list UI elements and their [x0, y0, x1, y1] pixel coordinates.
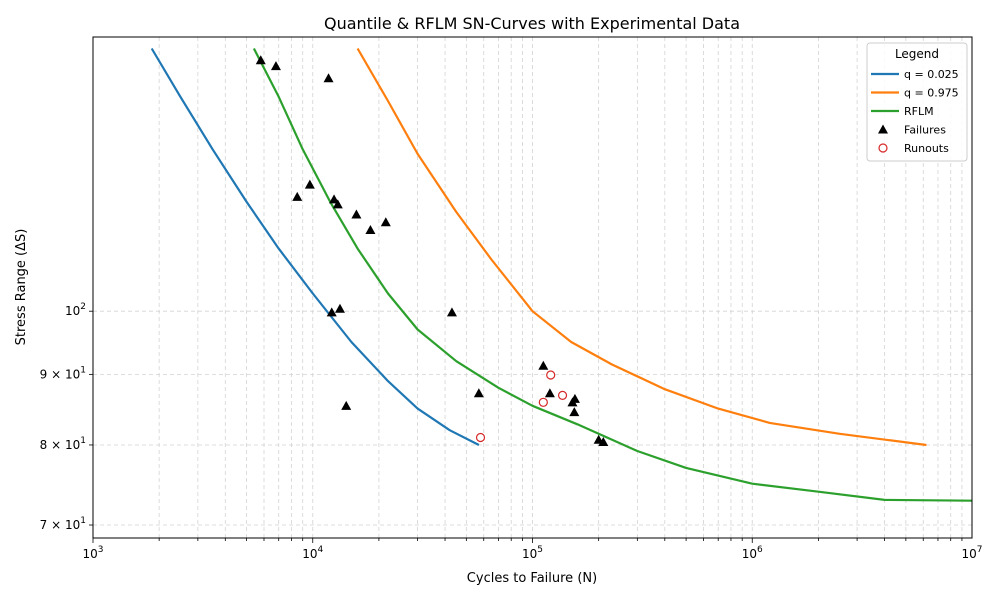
- y-tick-exponent: 1: [80, 516, 86, 526]
- y-tick-base: 9 × 10: [40, 367, 81, 381]
- y-axis-title: Stress Range (ΔS): [14, 229, 29, 346]
- failure-point: [255, 55, 266, 65]
- legend-items: q = 0.025 q = 0.975 RFLM Failures Runouts: [871, 68, 959, 155]
- failure-point: [544, 388, 555, 398]
- legend: Legend q = 0.025 q = 0.975 RFLM Failures Run…: [866, 42, 968, 162]
- legend-label: q = 0.025: [904, 68, 959, 81]
- runout-point: [475, 432, 486, 443]
- failure-point: [473, 388, 484, 398]
- failure-point: [569, 407, 580, 417]
- failure-point: [569, 393, 580, 403]
- legend-label: RFLM: [904, 105, 934, 118]
- x-tick-label: 104: [302, 545, 323, 561]
- x-tick-label: 106: [742, 545, 763, 561]
- runout-point: [538, 397, 548, 407]
- x-tick-exponent: 3: [98, 545, 104, 555]
- plot-series: [150, 47, 973, 502]
- failure-point: [329, 194, 340, 204]
- failure-point: [326, 307, 337, 317]
- legend-label: Failures: [904, 124, 946, 137]
- legend-label: Runouts: [904, 142, 949, 155]
- failure-point: [270, 61, 281, 71]
- failure-point: [334, 303, 345, 313]
- failure-point: [292, 191, 303, 201]
- legend-box: [866, 42, 968, 162]
- y-tick-base: 10: [65, 304, 80, 318]
- failure-point: [341, 400, 352, 410]
- y-tick-label: 8 × 101: [40, 436, 86, 452]
- x-tick-base: 10: [82, 547, 97, 561]
- legend-swatch-circle: [878, 143, 888, 153]
- x-tick-exponent: 4: [318, 545, 324, 555]
- failure-point: [304, 179, 315, 189]
- x-tick-label: 103: [82, 545, 103, 561]
- x-tick-label: 105: [522, 545, 543, 561]
- series-line-q-0-975: [356, 47, 927, 447]
- y-tick-label: 7 × 101: [40, 516, 86, 532]
- x-axis-title: Cycles to Failure (N): [467, 571, 597, 586]
- y-tick-label: 9 × 101: [40, 365, 86, 381]
- x-tick-base: 10: [522, 547, 537, 561]
- failure-point: [446, 307, 457, 317]
- legend-label: q = 0.975: [904, 87, 959, 100]
- legend-title: Legend: [895, 47, 939, 61]
- runout-point: [557, 390, 568, 400]
- y-tick-base: 8 × 10: [40, 438, 81, 452]
- x-tick-exponent: 7: [977, 545, 983, 555]
- failure-point: [365, 225, 376, 235]
- x-tick-base: 10: [302, 547, 317, 561]
- failure-point: [538, 360, 549, 370]
- y-tick-exponent: 2: [80, 302, 86, 312]
- failure-point: [598, 436, 609, 446]
- legend-swatch-triangle: [878, 124, 888, 134]
- y-tick-exponent: 1: [80, 436, 86, 446]
- x-tick-exponent: 6: [757, 545, 763, 555]
- series-line-q-0-025: [150, 47, 480, 446]
- x-tick-label: 107: [961, 545, 982, 561]
- y-tick-base: 7 × 10: [40, 518, 81, 532]
- failure-point: [323, 73, 334, 83]
- y-tick-exponent: 1: [80, 365, 86, 375]
- failure-point: [380, 217, 391, 227]
- chart-title: Quantile & RFLM SN-Curves with Experimen…: [324, 14, 740, 33]
- x-tick-exponent: 5: [537, 545, 543, 555]
- x-tick-base: 10: [961, 547, 976, 561]
- runout-point: [546, 370, 556, 380]
- failure-point: [351, 209, 362, 219]
- series-line-rflm: [252, 47, 973, 502]
- y-tick-label: 102: [65, 302, 86, 318]
- x-tick-base: 10: [742, 547, 757, 561]
- failure-point: [332, 199, 343, 209]
